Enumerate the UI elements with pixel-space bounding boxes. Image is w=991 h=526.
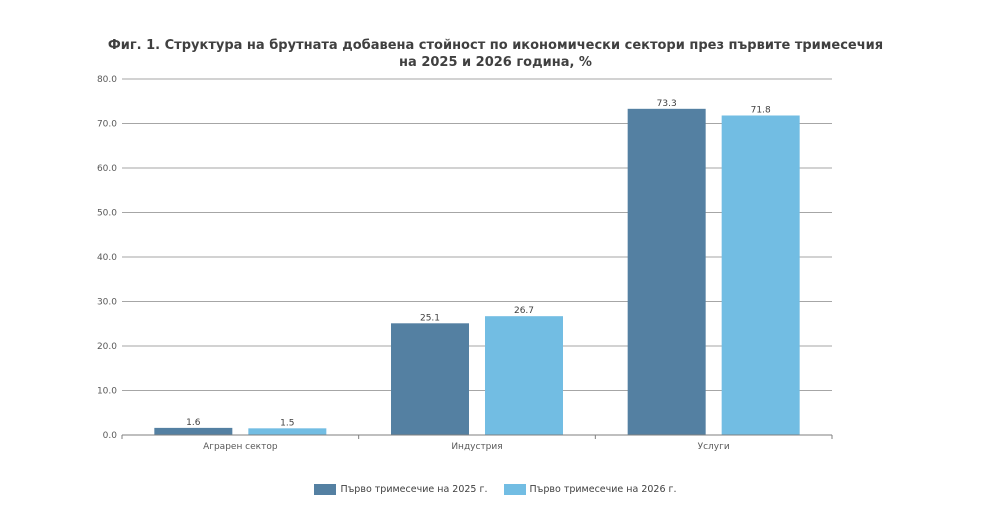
y-tick-label: 30.0: [97, 298, 117, 308]
data-label: 1.6: [186, 418, 201, 428]
y-tick-label: 80.0: [97, 75, 117, 85]
y-tick-label: 40.0: [97, 253, 117, 263]
bar: [154, 427, 233, 435]
data-label: 71.8: [751, 105, 771, 115]
chart-title: Фиг. 1. Структура на брутната добавена с…: [0, 37, 991, 71]
legend-label-series-2: Първо тримесечие на 2026 г.: [529, 484, 677, 495]
x-axis: Аграрен сектор Индустрия Услуги: [121, 434, 833, 452]
x-tick-label: Услуги: [698, 442, 730, 452]
legend-label-series-1: Първо тримесечие на 2025 г.: [340, 484, 488, 495]
y-axis-ticks: 0.0 10.0 20.0 30.0 40.0 50.0 60.0 70.0 80.0: [97, 75, 117, 441]
y-tick-label: 20.0: [97, 342, 117, 352]
data-labels: 1.6 1.5 25.1 26.7 73.3 71.8: [186, 99, 771, 429]
y-tick-label: 50.0: [97, 209, 117, 219]
legend: Първо тримесечие на 2025 г. Първо тримес…: [0, 484, 991, 495]
data-label: 73.3: [657, 99, 677, 109]
y-tick-label: 60.0: [97, 164, 117, 174]
legend-item-series-2: Първо тримесечие на 2026 г.: [503, 484, 677, 495]
gridlines: [122, 78, 832, 391]
legend-item-series-1: Първо тримесечие на 2025 г.: [314, 484, 488, 495]
bar: [627, 108, 706, 435]
data-label: 26.7: [514, 306, 534, 316]
y-tick-label: 70.0: [97, 120, 117, 130]
data-label: 25.1: [420, 313, 440, 323]
legend-swatch-series-2: [503, 484, 526, 495]
x-tick-label: Индустрия: [451, 442, 502, 452]
data-label: 1.5: [280, 418, 294, 428]
x-tick-label: Аграрен сектор: [203, 442, 278, 452]
bar: [485, 316, 563, 435]
bars: [154, 108, 800, 436]
bar: [248, 428, 327, 435]
bar: [721, 115, 800, 436]
y-tick-label: 10.0: [97, 387, 117, 397]
y-tick-label: 0.0: [103, 431, 118, 441]
chart-title-line-1: Фиг. 1. Структура на брутната добавена с…: [107, 38, 884, 53]
chart-title-line-2: на 2025 и 2026 година, %: [399, 55, 592, 70]
legend-swatch-series-1: [314, 484, 337, 495]
bar: [391, 323, 469, 435]
